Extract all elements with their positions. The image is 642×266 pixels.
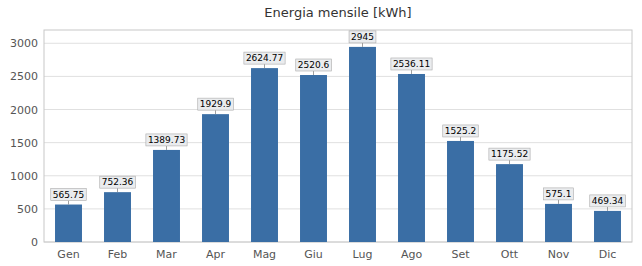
data-label: 2945 xyxy=(351,32,374,42)
data-label-box xyxy=(590,195,626,207)
chart: Energia mensile [kWh] 0 500 1000 1500 2000 250… xyxy=(0,0,642,266)
x-tick-label: Set xyxy=(451,248,470,261)
data-label-box xyxy=(244,52,285,64)
grid xyxy=(44,43,632,242)
bar xyxy=(349,47,376,242)
y-tick-label: 1000 xyxy=(10,170,38,183)
data-label: 2536.11 xyxy=(393,59,430,69)
data-label-box xyxy=(391,58,432,70)
bar xyxy=(55,205,82,242)
data-label-box xyxy=(296,59,332,71)
data-labels: 565.75 752.36 1389.73 1929.9 2624.77 2520.6 29… xyxy=(51,31,626,211)
grid-line xyxy=(44,142,632,143)
data-label-box xyxy=(51,189,87,201)
connector xyxy=(166,146,167,150)
x-tick-label: Lug xyxy=(353,248,373,261)
bars xyxy=(55,47,621,242)
connector xyxy=(313,71,314,75)
grid-line xyxy=(44,109,632,110)
bar xyxy=(202,114,229,242)
x-tick-label: Gen xyxy=(57,248,79,261)
data-label: 565.75 xyxy=(53,190,85,200)
connector xyxy=(411,70,412,74)
data-label-box xyxy=(198,98,234,110)
data-label-box xyxy=(146,134,187,146)
y-tick-label: 3000 xyxy=(10,37,38,50)
connector xyxy=(509,160,510,164)
y-tick-label: 0 xyxy=(31,236,38,249)
connector xyxy=(362,43,363,47)
x-tick-label: Nov xyxy=(548,248,570,261)
grid-line xyxy=(44,43,632,44)
connector xyxy=(264,64,265,68)
grid-line xyxy=(44,208,632,209)
plot-frame xyxy=(44,30,632,242)
bar xyxy=(300,75,327,242)
data-label: 469.34 xyxy=(592,196,624,206)
y-tick-label: 2000 xyxy=(10,104,38,117)
x-tick-label: Ott xyxy=(501,248,519,261)
x-tick-label: Mag xyxy=(253,248,276,261)
data-label: 1525.2 xyxy=(445,126,477,136)
bar xyxy=(153,150,180,242)
x-tick-label: Mar xyxy=(156,248,177,261)
data-label-box xyxy=(443,125,479,137)
y-tick-label: 1500 xyxy=(10,137,38,150)
chart-container: Energia mensile [kWh] 0 500 1000 1500 2000 250… xyxy=(0,0,642,266)
x-tick-label: Apr xyxy=(206,248,226,261)
title: Energia mensile [kWh] xyxy=(264,5,411,20)
x-tick-label: Dic xyxy=(599,248,617,261)
x-tick-label: Feb xyxy=(108,248,127,261)
x-tick-label: Giu xyxy=(304,248,323,261)
data-label: 1389.73 xyxy=(148,135,185,145)
connector xyxy=(117,188,118,192)
x-tick-label: Ago xyxy=(401,248,423,261)
data-label: 1175.52 xyxy=(491,149,528,159)
connector xyxy=(215,110,216,114)
y-tick-label: 500 xyxy=(17,203,38,216)
bar xyxy=(251,68,278,242)
y-tick-label: 2500 xyxy=(10,70,38,83)
data-label: 2520.6 xyxy=(298,60,330,70)
bar xyxy=(545,204,572,242)
data-label-box xyxy=(100,176,136,188)
data-label: 575.1 xyxy=(546,189,572,199)
data-label-box xyxy=(349,31,376,43)
data-label: 1929.9 xyxy=(200,99,232,109)
connector xyxy=(460,137,461,141)
connector xyxy=(558,200,559,204)
data-label-box xyxy=(489,148,530,160)
grid-line xyxy=(44,76,632,77)
data-label: 2624.77 xyxy=(246,53,283,63)
connector xyxy=(68,201,69,205)
connector xyxy=(607,207,608,211)
bar xyxy=(496,164,523,242)
bar xyxy=(104,192,131,242)
data-label: 752.36 xyxy=(102,177,134,187)
bar xyxy=(398,74,425,242)
data-label-box xyxy=(544,188,574,200)
bar xyxy=(447,141,474,242)
bar xyxy=(594,211,621,242)
